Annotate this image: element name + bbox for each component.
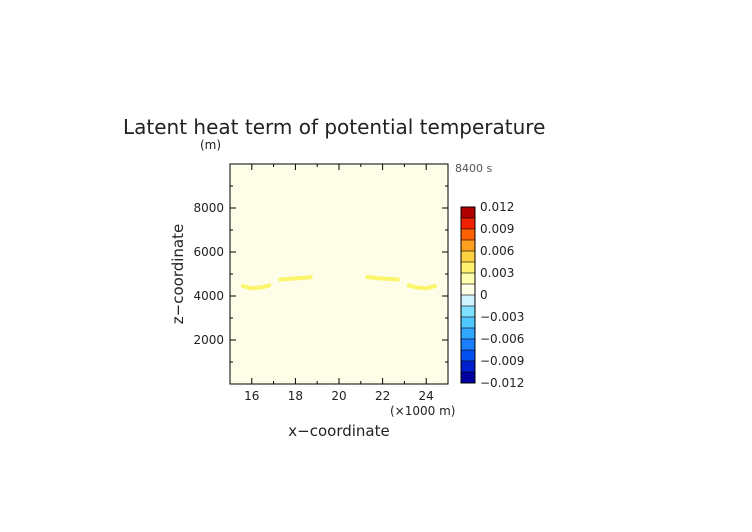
colorbar-segment [461,306,475,317]
colorbar-segment [461,251,475,262]
colorbar-segment [461,372,475,383]
band-right-outer [406,283,437,291]
colorbar-segment [461,350,475,361]
band-right-inner [365,275,400,282]
y-tick-label: 8000 [193,201,224,215]
colorbar-segment [461,240,475,251]
colorbar-segment [461,207,475,218]
colorbar-label: 0.006 [480,244,514,258]
x-tick-label: 18 [288,389,303,403]
colorbar: 0.012 0.009 0.006 0.003 0 −0.003 −0.006 −0.009 −… [460,200,524,390]
y-tick-label: 2000 [193,333,224,347]
band-left-outer [241,283,272,291]
x-tick-label: 24 [419,389,434,403]
colorbar-segment [461,218,475,229]
colorbar-segment [461,229,475,240]
colorbar-label: −0.003 [480,310,524,324]
x-axis-unit: (×1000 m) [390,404,455,418]
colorbar-label: 0.009 [480,222,514,236]
colorbar-segment [461,295,475,306]
y-tick-label: 6000 [193,245,224,259]
y-tick-label: 4000 [193,289,224,303]
time-label: 8400 s [455,162,492,175]
colorbar-segment [461,361,475,372]
y-axis-label: z−coordinate [169,224,187,324]
colorbar-label: −0.009 [480,354,524,368]
plot-area [229,163,449,385]
colorbar-segment [461,284,475,295]
plot-background [230,164,448,384]
chart-title: Latent heat term of potential temperatur… [123,115,545,139]
x-tick-label: 20 [331,389,346,403]
x-axis-label: x−coordinate [288,422,389,440]
y-axis-unit: (m) [200,138,221,152]
colorbar-segment [461,317,475,328]
colorbar-label: −0.012 [480,376,524,390]
colorbar-frame [460,206,476,384]
y-axis-ticks: 2000 4000 6000 8000 [193,185,448,363]
colorbar-segment [461,339,475,350]
colorbar-segment [461,328,475,339]
colorbar-segment [461,273,475,284]
x-tick-label: 22 [375,389,390,403]
band-left-inner [278,275,313,282]
x-axis-ticks: 16 18 20 22 24 [229,164,449,403]
colorbar-label: 0 [480,288,488,302]
colorbar-label: 0.003 [480,266,514,280]
heat-features [241,275,437,291]
x-tick-label: 16 [244,389,259,403]
colorbar-segment [461,262,475,273]
colorbar-label: 0.012 [480,200,514,214]
colorbar-label: −0.006 [480,332,524,346]
